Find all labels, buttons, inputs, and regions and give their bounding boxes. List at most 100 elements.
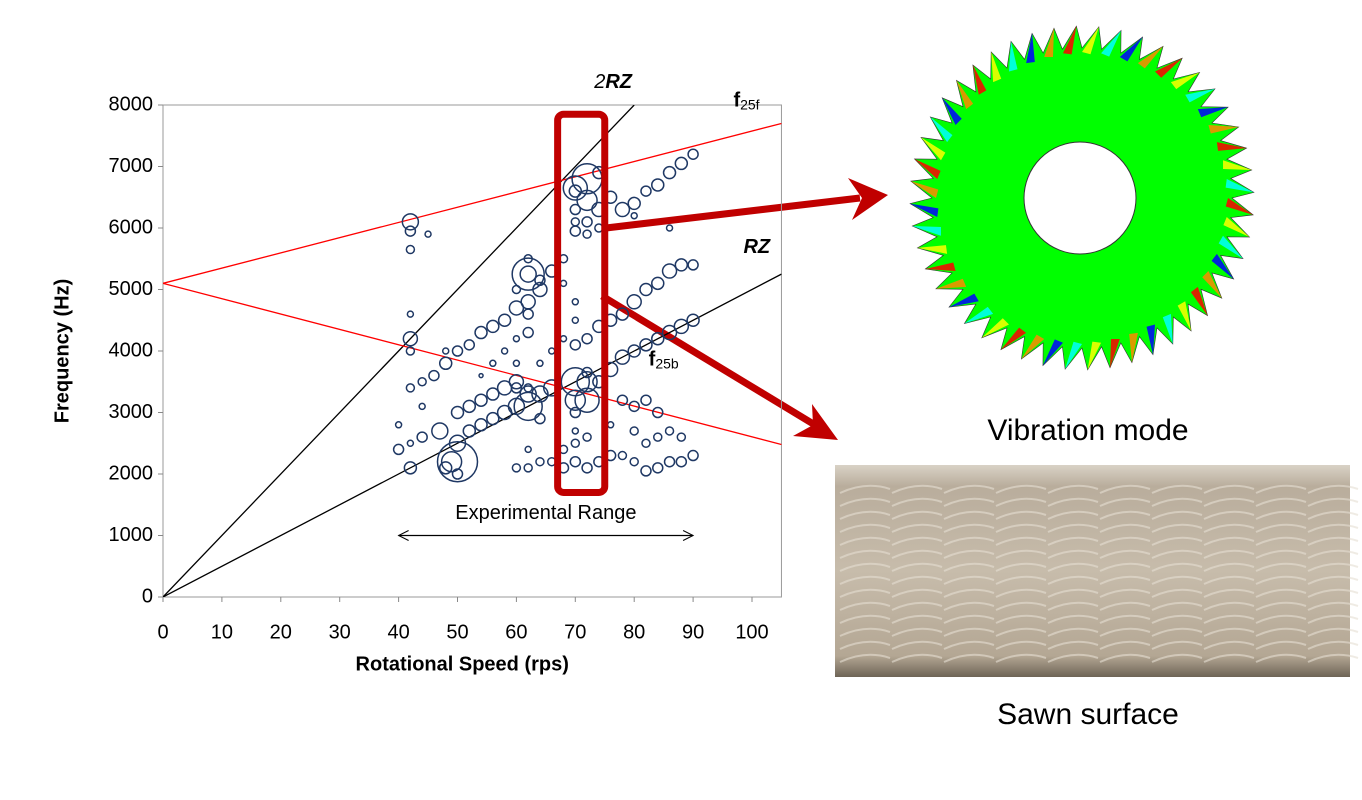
bubble bbox=[519, 385, 537, 403]
bubble bbox=[562, 175, 589, 201]
bubble bbox=[687, 148, 699, 160]
blade-tooth bbox=[925, 262, 956, 271]
reference-line bbox=[163, 282, 782, 446]
grain bbox=[839, 640, 1359, 650]
bubble bbox=[663, 455, 676, 468]
blade-tooth bbox=[981, 318, 1009, 338]
highlight-box bbox=[554, 110, 609, 496]
bubble bbox=[653, 432, 663, 442]
bubble bbox=[523, 463, 533, 473]
blade-tooth bbox=[1009, 41, 1018, 72]
bubble bbox=[574, 387, 600, 413]
grain bbox=[839, 575, 1359, 585]
y-tick-label: 8000 bbox=[109, 93, 154, 115]
bubble bbox=[497, 313, 512, 327]
bubble bbox=[673, 318, 690, 335]
bubble bbox=[416, 431, 428, 443]
reference-line bbox=[163, 122, 782, 284]
grain bbox=[839, 562, 1359, 572]
y-tick-label: 6000 bbox=[109, 216, 154, 238]
bubble bbox=[661, 324, 678, 341]
bubble bbox=[630, 211, 638, 220]
bubble bbox=[582, 432, 592, 442]
bubble bbox=[582, 229, 592, 239]
bubble bbox=[436, 440, 479, 483]
bubble bbox=[512, 359, 521, 368]
bubble bbox=[486, 319, 500, 334]
bubble bbox=[569, 225, 582, 237]
blade-tooth bbox=[949, 293, 979, 308]
arrow-head bbox=[682, 530, 695, 541]
line-label-part: f bbox=[649, 349, 656, 371]
line-label-part: RZ bbox=[605, 71, 632, 93]
bubble bbox=[640, 394, 652, 406]
bubble bbox=[606, 421, 615, 429]
bubble bbox=[401, 213, 420, 231]
blade-tooth bbox=[1101, 30, 1122, 57]
bubble bbox=[676, 432, 687, 442]
x-tick-label: 30 bbox=[329, 621, 351, 643]
bubble bbox=[428, 369, 440, 382]
bubble bbox=[431, 422, 449, 440]
grain bbox=[839, 627, 1359, 637]
blade-tooth bbox=[1225, 198, 1254, 215]
bubble bbox=[569, 339, 582, 351]
bubble bbox=[511, 463, 522, 473]
y-tick-label: 0 bbox=[142, 585, 153, 607]
blade-tooth bbox=[1216, 142, 1247, 151]
blade-tooth bbox=[1223, 217, 1250, 238]
bubble bbox=[627, 196, 641, 211]
bubble bbox=[651, 331, 665, 346]
bubble bbox=[478, 372, 484, 379]
bubble bbox=[508, 374, 525, 390]
blade-tooth bbox=[1000, 327, 1027, 350]
bubble bbox=[581, 366, 593, 379]
bubble bbox=[451, 345, 464, 357]
bubble bbox=[474, 325, 488, 340]
blade-tooth bbox=[1208, 125, 1239, 134]
caption: Vibration mode bbox=[987, 414, 1188, 447]
bubble bbox=[424, 230, 432, 238]
bubble bbox=[406, 439, 415, 447]
bubble bbox=[523, 383, 533, 393]
blade-tooth bbox=[1044, 28, 1054, 57]
line-label: RZ bbox=[743, 236, 770, 258]
bubble bbox=[440, 450, 463, 473]
y-tick-label: 5000 bbox=[109, 278, 154, 300]
bubble bbox=[417, 377, 427, 387]
bubble bbox=[629, 426, 639, 436]
grain bbox=[839, 497, 1359, 507]
arrow-head bbox=[397, 530, 409, 541]
blade-tooth bbox=[910, 181, 939, 198]
bubble bbox=[496, 404, 513, 421]
blade-tooth bbox=[914, 158, 941, 179]
blade-tooth bbox=[1087, 341, 1102, 370]
blade-tooth bbox=[1110, 339, 1120, 368]
blade-tooth bbox=[1185, 88, 1215, 103]
bubble bbox=[523, 254, 533, 264]
range-label: Experimental Range bbox=[455, 502, 636, 524]
line-label: f25b bbox=[649, 349, 679, 371]
bubble bbox=[674, 156, 689, 171]
bubble bbox=[639, 338, 653, 352]
bubble bbox=[402, 330, 419, 347]
bubble bbox=[520, 294, 536, 310]
caption: Sawn surface bbox=[997, 698, 1179, 731]
bubble bbox=[522, 326, 534, 339]
bubble bbox=[581, 462, 593, 474]
grain bbox=[839, 588, 1359, 598]
bubble bbox=[486, 411, 500, 426]
bubble bbox=[489, 359, 497, 368]
blade-tooth bbox=[1170, 72, 1200, 90]
y-tick-label: 2000 bbox=[109, 462, 154, 484]
bubble bbox=[687, 449, 699, 462]
bubble bbox=[686, 313, 700, 327]
vibration-mode-image bbox=[909, 25, 1255, 371]
blade-tooth bbox=[1177, 301, 1192, 331]
grain bbox=[839, 510, 1359, 520]
blade-tooth bbox=[912, 226, 941, 236]
bubble bbox=[581, 216, 593, 228]
bubble bbox=[664, 426, 675, 436]
bubble bbox=[641, 438, 651, 448]
bubble bbox=[614, 349, 631, 365]
